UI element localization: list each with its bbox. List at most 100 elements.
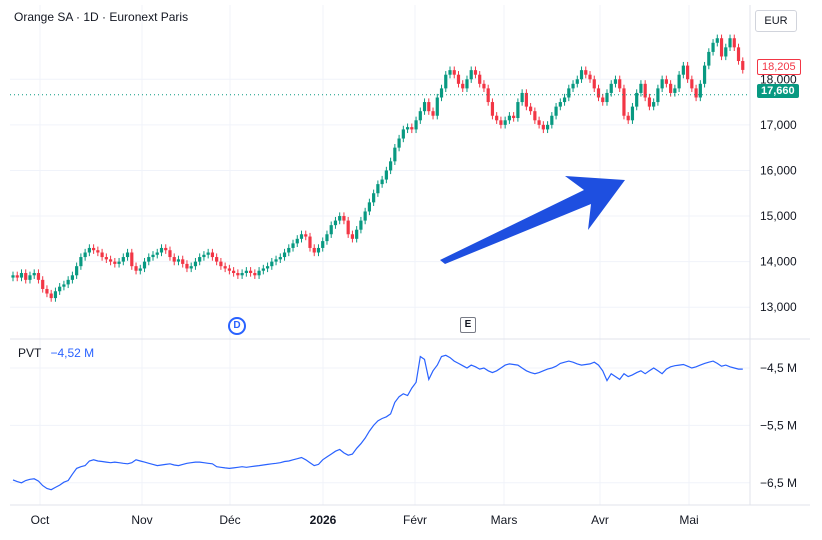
candle-body (359, 220, 363, 230)
candle (62, 280, 66, 291)
candle-body (473, 70, 478, 75)
candle-body (333, 220, 338, 226)
candle (372, 189, 376, 206)
candle-body (363, 211, 367, 221)
dividend-marker[interactable]: D (228, 317, 246, 335)
candle (554, 102, 558, 120)
candle (219, 257, 223, 270)
candle-body (452, 70, 456, 75)
pvt-axis: −4,5 M −5,5 M −6,5 M (760, 361, 797, 490)
candle-body (83, 252, 87, 258)
candle (355, 226, 359, 243)
candle (181, 255, 185, 268)
candle (647, 93, 652, 111)
candle-body (92, 247, 96, 251)
candle (427, 98, 431, 115)
candle (100, 248, 104, 261)
candle-body (265, 266, 270, 269)
candle-body (529, 106, 533, 112)
candle (405, 123, 410, 134)
candle-body (550, 115, 554, 125)
candle (244, 267, 248, 277)
candle-body (159, 247, 164, 253)
candle-body (193, 261, 198, 267)
candle (512, 112, 516, 122)
candle-body (711, 42, 715, 52)
candle (15, 271, 19, 282)
candle (482, 80, 486, 93)
candle-body (172, 257, 176, 262)
candle (660, 75, 664, 93)
candle-body (66, 279, 70, 285)
candle-body (486, 88, 490, 103)
candle (495, 112, 499, 124)
candle-body (728, 38, 732, 48)
candle (384, 166, 388, 184)
candle-body (257, 270, 261, 276)
candle-body (108, 259, 113, 262)
candle (261, 264, 265, 275)
candle-body (652, 102, 656, 107)
candle-body (19, 273, 24, 278)
candle-body (304, 234, 308, 237)
candle (550, 112, 554, 129)
candle (728, 34, 732, 51)
candle (329, 221, 333, 238)
candle-body (32, 273, 36, 276)
candle (537, 116, 541, 129)
candle-body (79, 257, 83, 267)
candle (70, 271, 74, 284)
candle (707, 48, 711, 70)
candle (414, 116, 418, 134)
candle-body (698, 83, 702, 98)
candle-body (278, 257, 282, 260)
current-price-tag: 17,660 (757, 84, 799, 98)
candle (690, 75, 694, 93)
candle (618, 75, 622, 93)
candle-body (482, 83, 486, 89)
candle (346, 216, 350, 238)
candle (643, 80, 647, 102)
candle-body (274, 259, 278, 262)
candle-body (541, 124, 545, 130)
candle (503, 116, 507, 129)
candlestick-series (11, 34, 745, 302)
x-tick-label: Févr (403, 513, 427, 527)
x-tick-label: Mars (491, 513, 518, 527)
candle (198, 253, 202, 266)
candle-body (702, 65, 707, 84)
candle (410, 123, 414, 134)
candle (185, 260, 189, 273)
candle (732, 34, 736, 51)
candle-body (690, 79, 694, 89)
candle (541, 121, 545, 134)
candle (142, 257, 147, 273)
candle (711, 39, 715, 56)
candle-body (236, 273, 240, 276)
candle (558, 98, 562, 111)
candle-body (155, 252, 159, 255)
candle-body (618, 79, 622, 89)
candle-body (206, 252, 210, 255)
candle (635, 89, 639, 111)
candle-body (677, 74, 681, 89)
candle-body (355, 229, 359, 239)
candle-body (219, 261, 223, 267)
candle-body (495, 115, 499, 121)
candle-body (96, 250, 100, 253)
candle (168, 246, 172, 261)
earnings-marker[interactable]: E (460, 317, 476, 333)
price-tick-label: 15,000 (760, 209, 797, 223)
candle-body (244, 270, 248, 274)
candle-body (11, 275, 15, 278)
candle (282, 248, 287, 261)
candle (202, 251, 206, 261)
currency-button[interactable]: EUR (755, 10, 797, 32)
candle-body (401, 129, 405, 139)
candle-body (367, 202, 371, 212)
pvt-series (12, 354, 743, 491)
candle-body (660, 79, 664, 89)
candle-body (350, 234, 355, 239)
candle (461, 80, 465, 93)
